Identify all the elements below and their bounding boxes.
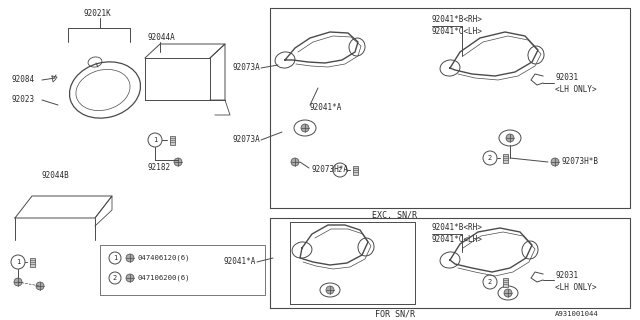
Text: <LH ONLY>: <LH ONLY> [555,85,596,94]
Text: 92073H*A: 92073H*A [312,165,349,174]
Text: 92031: 92031 [555,270,578,279]
Text: <LH ONLY>: <LH ONLY> [555,283,596,292]
Text: 92044B: 92044B [42,171,70,180]
Circle shape [291,158,299,166]
FancyBboxPatch shape [502,277,508,286]
Circle shape [551,158,559,166]
Circle shape [301,124,309,132]
Text: 92041*A: 92041*A [310,103,342,113]
Text: 92041*C<LH>: 92041*C<LH> [432,236,483,244]
FancyBboxPatch shape [29,258,35,267]
FancyBboxPatch shape [502,154,508,163]
Text: 92041*B<RH>: 92041*B<RH> [432,223,483,233]
FancyBboxPatch shape [353,165,358,174]
Text: 2: 2 [113,275,117,281]
Text: 047106200(6): 047106200(6) [138,275,191,281]
Text: FOR SN/R: FOR SN/R [375,309,415,318]
Circle shape [14,278,22,286]
Text: 92073A: 92073A [232,63,260,73]
Text: 92044A: 92044A [148,34,176,43]
Text: 1: 1 [16,259,20,265]
Text: 2: 2 [338,167,342,173]
Text: 92023: 92023 [12,95,35,105]
Text: 92021K: 92021K [83,10,111,19]
Text: 92041*B<RH>: 92041*B<RH> [432,15,483,25]
Text: 92084: 92084 [12,76,35,84]
Text: 92073A: 92073A [232,135,260,145]
Text: 2: 2 [488,155,492,161]
Text: A931001044: A931001044 [555,311,599,317]
Text: 1: 1 [153,137,157,143]
Circle shape [126,254,134,262]
Circle shape [326,286,334,294]
Text: 92182: 92182 [148,163,171,172]
Circle shape [126,274,134,282]
Text: 92073H*B: 92073H*B [562,157,599,166]
Text: 92031: 92031 [555,74,578,83]
Text: 2: 2 [488,279,492,285]
Circle shape [506,134,514,142]
Text: 1: 1 [113,255,117,261]
Text: 047406120(6): 047406120(6) [138,255,191,261]
Circle shape [504,289,512,297]
Text: 92041*A: 92041*A [223,258,256,267]
Circle shape [36,282,44,290]
Text: 92041*C<LH>: 92041*C<LH> [432,28,483,36]
Circle shape [174,158,182,166]
FancyBboxPatch shape [170,135,175,145]
Text: EXC. SN/R: EXC. SN/R [372,211,417,220]
